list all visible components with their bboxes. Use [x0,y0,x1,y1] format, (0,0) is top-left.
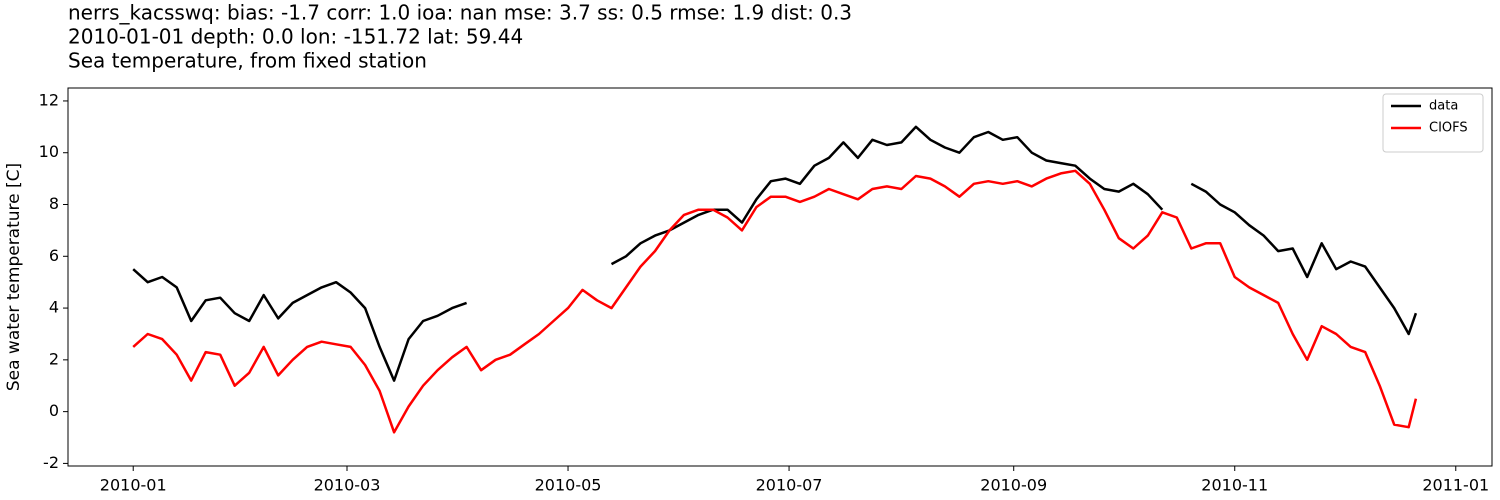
y-tick-label: 6 [49,246,59,265]
y-tick-label: 10 [39,142,59,161]
data-line [132,125,1418,382]
y-tick-label: 8 [49,194,59,213]
x-tick-label: 2010-01 [100,476,167,495]
x-tick-label: 2010-07 [756,476,823,495]
y-tick-label: 0 [49,401,59,420]
y-tick-label: 4 [49,298,59,317]
x-tick-label: 2010-03 [314,476,381,495]
data-line [132,169,1418,434]
chart-title: Sea temperature, from fixed station [68,49,427,73]
x-tick-label: 2010-05 [535,476,602,495]
chart-title: nerrs_kacsswq: bias: -1.7 corr: 1.0 ioa:… [68,1,852,25]
legend-box [1382,93,1484,153]
x-tick-label: 2011-01 [1422,476,1489,495]
y-axis-label: Sea water temperature [C] [4,163,24,391]
plot-frame [67,87,1493,467]
y-tick-label: 12 [39,90,59,109]
legend-label: data [1429,99,1458,114]
x-tick-label: 2010-09 [980,476,1047,495]
y-tick-label: 2 [49,349,59,368]
legend-label: CIOFS [1429,121,1468,136]
y-tick-label: -2 [43,453,59,472]
x-tick-label: 2010-11 [1201,476,1268,495]
chart-title: 2010-01-01 depth: 0.0 lon: -151.72 lat: … [68,25,523,49]
